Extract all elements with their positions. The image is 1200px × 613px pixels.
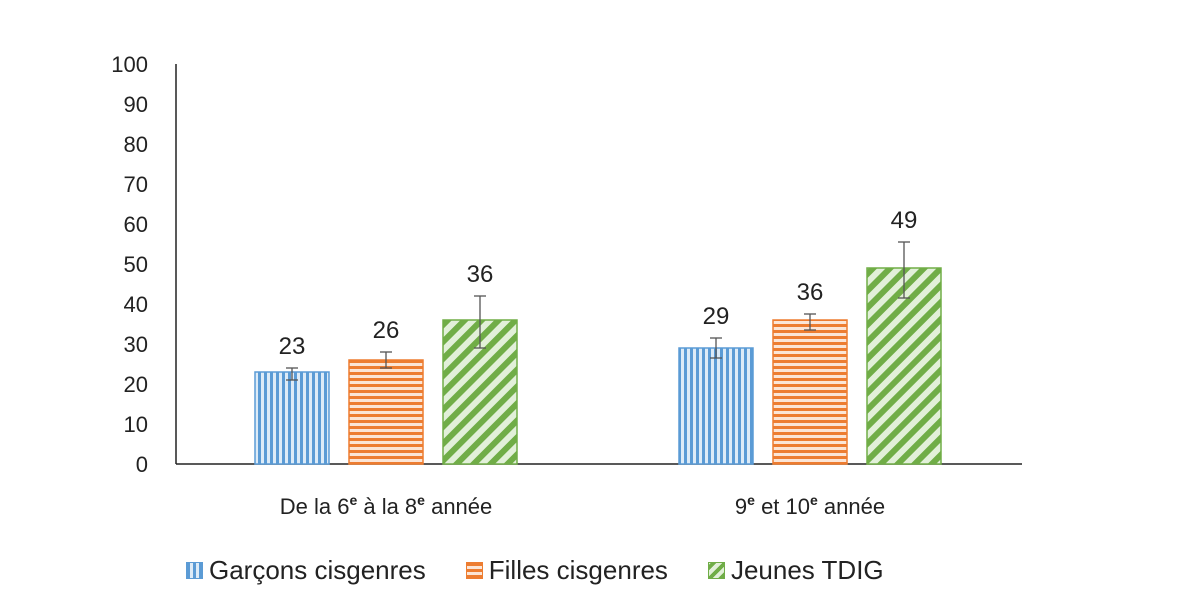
bar: [678, 347, 754, 465]
legend-item: Filles cisgenres: [465, 554, 668, 586]
y-tick-label: 80: [124, 132, 148, 157]
data-label: 26: [373, 317, 400, 344]
y-tick-label: 90: [124, 92, 148, 117]
bar: [348, 359, 424, 465]
y-tick-label: 0: [136, 452, 148, 477]
bar: [254, 371, 330, 465]
error-bar: [380, 351, 392, 369]
legend-swatch: [707, 561, 725, 579]
legend-swatch: [186, 561, 203, 579]
category-label: De la 6e à la 8e année: [280, 492, 493, 519]
y-tick-label: 100: [111, 52, 148, 77]
bar: [866, 267, 942, 465]
legend-swatch: [465, 561, 483, 579]
legend-label: Garçons cisgenres: [209, 554, 426, 585]
error-bar: [286, 367, 298, 381]
data-label: 23: [279, 333, 306, 360]
legend-label: Filles cisgenres: [488, 554, 668, 585]
y-tick-label: 70: [124, 172, 148, 197]
y-tick-label: 10: [124, 412, 148, 437]
data-label: 29: [703, 303, 730, 330]
error-bar: [898, 241, 910, 299]
y-tick-label: 40: [124, 292, 148, 317]
bars: [254, 241, 942, 465]
data-label: 49: [891, 207, 918, 234]
error-bar: [474, 295, 486, 349]
legend-item: Jeunes TDIG: [707, 554, 884, 586]
y-tick-label: 20: [124, 372, 148, 397]
error-bar: [710, 337, 722, 359]
legend-item: Garçons cisgenres: [186, 555, 426, 586]
y-tick-label: 30: [124, 332, 148, 357]
legend: Garçons cisgenres Filles cisgenres Jeunes …: [186, 553, 924, 587]
legend-label: Jeunes TDIG: [730, 554, 884, 585]
category-label: 9e et 10e année: [735, 492, 885, 519]
axes: 0 10 20 30 40 50 60 70 80 90 100: [111, 52, 1022, 477]
data-label: 36: [797, 279, 824, 306]
data-label: 36: [467, 261, 494, 288]
y-tick-label: 60: [124, 212, 148, 237]
bar: [772, 319, 848, 465]
y-tick-label: 50: [124, 252, 148, 277]
error-bar: [804, 313, 816, 331]
labels: 23 29 26 36 36 49 De la 6e à la 8e année 9e et …: [279, 207, 918, 519]
